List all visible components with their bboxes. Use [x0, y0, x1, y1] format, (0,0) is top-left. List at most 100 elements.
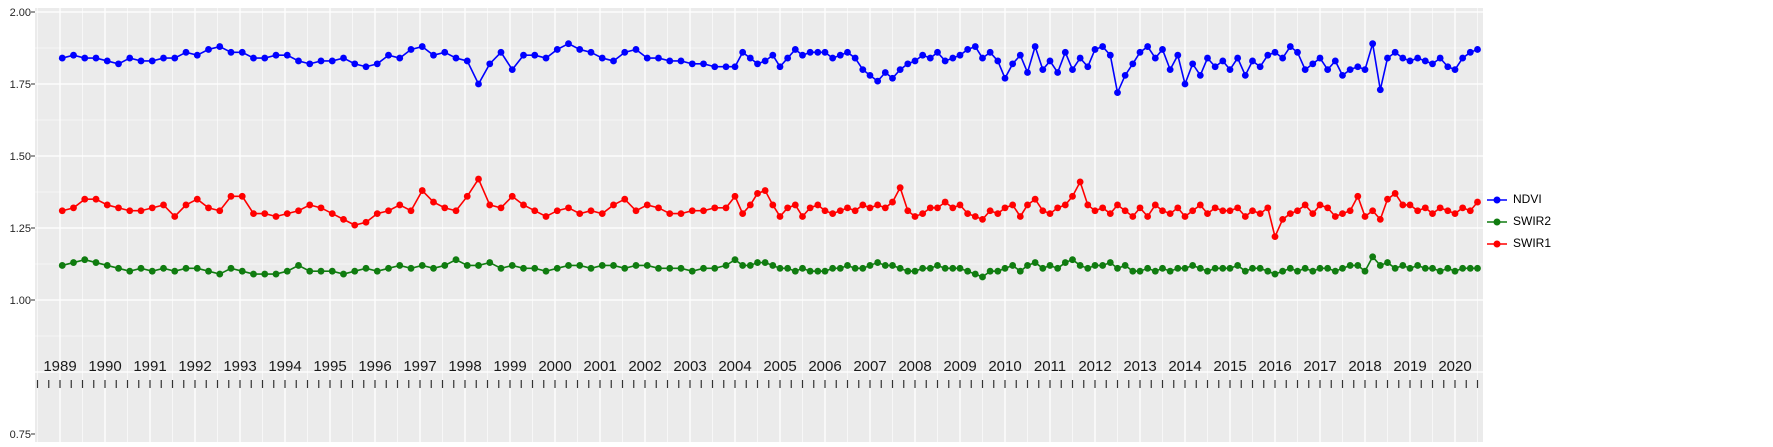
data-point	[1174, 204, 1182, 212]
data-point	[126, 207, 134, 215]
data-point	[806, 48, 814, 56]
data-point	[576, 262, 584, 269]
data-point	[666, 57, 674, 65]
data-point	[598, 210, 606, 218]
data-point	[711, 264, 719, 272]
data-point	[1316, 201, 1324, 209]
data-point	[81, 54, 89, 62]
data-point	[1286, 264, 1294, 272]
x-axis-label: 1994	[268, 358, 301, 375]
data-point	[1474, 198, 1481, 206]
data-point	[1331, 57, 1339, 65]
data-point	[126, 267, 134, 275]
data-point	[1039, 207, 1047, 215]
data-point	[328, 210, 336, 218]
data-point	[1219, 264, 1227, 272]
data-point	[688, 267, 696, 275]
data-point	[497, 204, 505, 212]
data-point	[1099, 262, 1107, 269]
data-point	[160, 201, 167, 209]
data-point	[373, 60, 381, 68]
data-point	[205, 46, 212, 53]
data-point	[1459, 54, 1467, 62]
data-point	[148, 57, 156, 65]
data-point	[216, 43, 224, 50]
data-point	[1046, 262, 1054, 269]
data-point	[1391, 190, 1399, 197]
data-point	[1339, 71, 1346, 79]
data-point	[1211, 63, 1219, 71]
data-point	[814, 48, 822, 56]
data-point	[115, 60, 122, 68]
data-point	[799, 213, 806, 220]
data-point	[565, 204, 572, 212]
x-axis-label: 2016	[1258, 358, 1291, 375]
data-point	[1414, 207, 1422, 215]
data-point	[1054, 264, 1062, 272]
data-point	[295, 262, 302, 269]
data-point	[1399, 54, 1407, 62]
data-point	[979, 273, 986, 281]
data-point	[58, 207, 66, 215]
x-axis-label: 2015	[1213, 358, 1246, 375]
data-point	[926, 264, 934, 272]
data-point	[941, 57, 949, 65]
data-point	[475, 80, 482, 88]
data-point	[814, 201, 822, 209]
data-point	[844, 262, 851, 269]
data-point	[193, 195, 201, 203]
data-point	[306, 201, 314, 209]
data-point	[949, 204, 957, 212]
data-point	[171, 54, 179, 62]
data-point	[1256, 210, 1264, 218]
data-point	[486, 60, 494, 68]
data-point	[1219, 57, 1227, 65]
data-point	[986, 267, 994, 275]
data-point	[776, 63, 784, 71]
data-point	[1189, 60, 1197, 68]
data-point	[1346, 262, 1354, 269]
x-axis-label: 2005	[763, 358, 796, 375]
data-point	[1151, 54, 1159, 62]
data-point	[731, 192, 739, 200]
data-point	[700, 60, 707, 68]
data-point	[1069, 66, 1076, 73]
series-ndvi	[58, 40, 1481, 97]
data-point	[576, 210, 584, 218]
data-point	[761, 57, 769, 65]
data-point	[598, 262, 606, 269]
data-point	[1069, 192, 1076, 200]
data-point	[160, 264, 167, 272]
data-point	[272, 51, 280, 59]
data-point	[621, 264, 629, 272]
data-point	[643, 262, 651, 269]
data-point	[137, 207, 145, 215]
data-point	[889, 262, 896, 269]
data-point	[70, 204, 77, 212]
data-point	[1054, 204, 1062, 212]
x-axis-label: 2019	[1393, 358, 1426, 375]
x-axis-label: 2002	[628, 358, 661, 375]
data-point	[1009, 262, 1017, 269]
data-point	[1174, 51, 1182, 59]
data-point	[739, 262, 747, 269]
data-point	[632, 46, 640, 53]
data-point	[520, 201, 527, 209]
data-point	[70, 259, 77, 266]
data-point	[542, 54, 550, 62]
data-point	[1384, 259, 1391, 266]
data-point	[1166, 210, 1174, 218]
minor-gridlines	[35, 8, 1483, 442]
data-point	[881, 204, 889, 212]
data-point	[216, 270, 224, 278]
data-point	[193, 264, 201, 272]
data-point	[776, 264, 784, 272]
data-point	[1451, 267, 1459, 275]
x-axis-label: 1996	[358, 358, 391, 375]
data-point	[700, 264, 707, 272]
data-point	[553, 264, 561, 272]
data-point	[722, 204, 730, 212]
data-point	[1181, 213, 1189, 220]
data-point	[949, 54, 957, 62]
data-point	[1091, 207, 1099, 215]
